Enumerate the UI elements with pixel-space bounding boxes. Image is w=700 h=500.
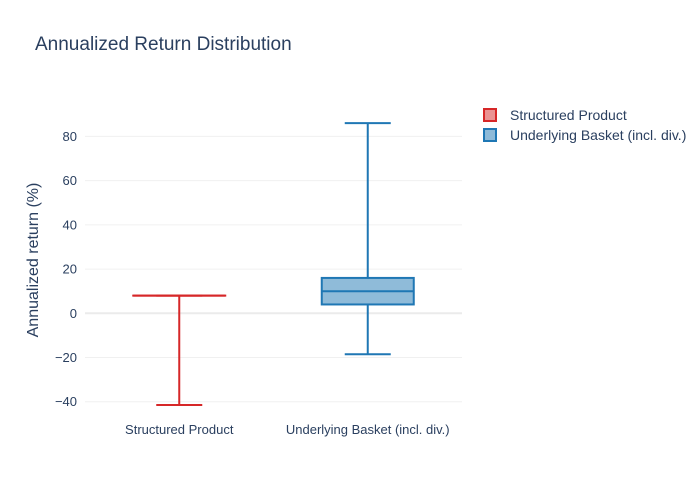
y-tick-label: 80	[63, 129, 77, 144]
grid-layer	[85, 135, 462, 403]
legend-item[interactable]: Structured Product	[483, 107, 627, 123]
legend[interactable]: Structured Product Underlying Basket (inc…	[483, 107, 686, 143]
y-tick-label: 60	[63, 173, 77, 188]
chart-title: Annualized Return Distribution	[35, 34, 292, 55]
y-tick-label: 40	[63, 217, 77, 232]
legend-label: Underlying Basket (incl. div.)	[510, 127, 686, 143]
y-axis-ticks: −40 −20 0 20 40 60 80	[55, 129, 77, 409]
legend-item[interactable]: Underlying Basket (incl. div.)	[483, 127, 686, 143]
y-tick-label: −20	[55, 350, 77, 365]
box-series	[132, 294, 227, 407]
x-tick-label: Structured Product	[125, 422, 234, 437]
x-axis-ticks: Structured Product Underlying Basket (inc…	[125, 422, 450, 437]
y-tick-label: −40	[55, 394, 77, 409]
legend-swatch	[483, 128, 497, 142]
legend-swatch	[483, 108, 497, 122]
y-tick-label: 20	[63, 262, 77, 277]
box-series	[320, 122, 415, 356]
y-axis-title: Annualized return (%)	[25, 183, 42, 338]
y-tick-label: 0	[70, 306, 77, 321]
x-tick-label: Underlying Basket (incl. div.)	[286, 422, 450, 437]
legend-label: Structured Product	[510, 107, 627, 123]
boxes-layer	[132, 122, 415, 407]
